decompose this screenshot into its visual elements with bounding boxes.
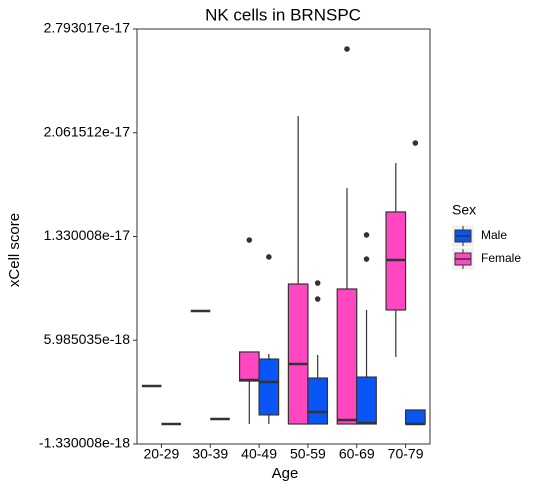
outlier <box>246 237 253 243</box>
y-tick-label: -1.330008e-18 <box>39 435 130 451</box>
box <box>307 377 329 425</box>
x-tick-label: 20-29 <box>144 446 180 462</box>
box <box>258 358 280 416</box>
box <box>356 376 377 425</box>
outlier <box>412 140 419 146</box>
x-tick-label: 30-39 <box>192 446 228 462</box>
x-tick-label: 60-69 <box>339 446 375 462</box>
outlier <box>314 280 321 286</box>
outlier <box>363 256 370 262</box>
outlier <box>266 254 272 260</box>
x-tick-label: 40-49 <box>241 446 277 462</box>
y-axis-label: xCell score <box>6 213 23 287</box>
box <box>287 283 309 425</box>
box <box>336 288 358 425</box>
x-tick-label: 50-59 <box>290 446 326 462</box>
outlier <box>363 232 370 238</box>
legend-label: Female <box>481 251 521 265</box>
y-tick-label: 2.061512e-17 <box>44 123 131 139</box>
legend-title: Sex <box>452 202 476 218</box>
x-axis-label: Age <box>272 465 299 482</box>
panel <box>136 28 431 445</box>
x-tick-label: 70-79 <box>388 446 424 462</box>
box <box>238 351 260 382</box>
outlier <box>314 296 321 302</box>
legend-label: Male <box>481 228 507 242</box>
box <box>404 409 426 425</box>
y-tick-label: 5.985035e-18 <box>44 331 131 347</box>
y-tick-label: 2.793017e-17 <box>44 20 131 36</box>
chart-title: NK cells in BRNSPC <box>205 5 361 24</box>
outlier <box>344 46 350 52</box>
y-tick-label: 1.330008e-17 <box>44 227 131 243</box>
